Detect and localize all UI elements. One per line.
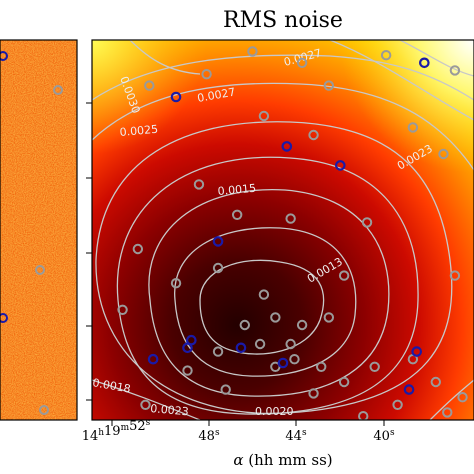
x-axis-label: α (hh mm ss) — [233, 451, 332, 469]
grey-source-marker — [338, 376, 350, 388]
blue-source-marker — [419, 57, 430, 69]
grey-source-marker — [254, 338, 266, 350]
main-panel-frame — [91, 39, 474, 421]
blue-source-marker — [411, 346, 422, 357]
blue-source-marker — [277, 357, 289, 369]
grey-source-marker — [239, 319, 251, 331]
blue-source-marker — [212, 236, 224, 247]
y-ticks — [86, 102, 92, 401]
grey-source-marker — [212, 262, 224, 274]
grey-source-marker — [247, 46, 258, 57]
grey-source-marker — [369, 361, 380, 372]
blue-source-marker — [235, 342, 247, 354]
grey-source-marker — [296, 57, 308, 68]
grey-source-marker — [144, 80, 155, 91]
grey-source-marker — [258, 110, 270, 122]
x-ticks — [111, 420, 385, 426]
grey-source-marker — [449, 270, 461, 281]
grey-source-marker — [407, 122, 419, 133]
grey-source-marker — [308, 388, 319, 399]
grey-source-marker — [220, 384, 231, 395]
left-signal-panel — [0, 40, 77, 420]
chart-title: RMS noise — [223, 8, 343, 33]
grey-source-marker — [316, 361, 327, 372]
left-source-marker — [0, 313, 8, 323]
grey-source-marker — [323, 80, 335, 91]
rms-noise-heatmap: 0.0030 0.00270.00270.00250.00230.00150.00… — [91, 40, 474, 420]
grey-source-marker — [338, 270, 350, 281]
contour-label: 0.0025 — [119, 123, 158, 139]
grey-source-marker — [308, 129, 319, 141]
grey-source-marker — [449, 65, 461, 76]
blue-source-marker — [170, 91, 182, 103]
contour-lines — [92, 40, 474, 420]
grey-source-marker — [132, 243, 144, 255]
grey-source-marker — [296, 319, 308, 331]
contour-label: 0.0015 — [217, 182, 256, 198]
grey-source-marker — [201, 69, 212, 80]
grey-sources — [117, 46, 468, 420]
grey-source-marker — [442, 407, 453, 418]
grey-source-marker — [170, 278, 182, 289]
blue-source-marker — [403, 384, 415, 395]
grey-source-marker — [323, 312, 335, 323]
left-source-marker — [53, 85, 63, 95]
grey-source-marker — [117, 304, 128, 315]
x-tick-label: 40s — [373, 428, 395, 444]
blue-source-marker — [334, 160, 346, 171]
grey-source-marker — [193, 179, 205, 190]
contour-label: 0.0020 — [255, 405, 294, 418]
x-tick-label: 14h19m52s — [82, 418, 151, 444]
grey-source-marker — [430, 376, 441, 388]
grey-source-marker — [140, 399, 151, 410]
grey-source-marker — [212, 346, 224, 357]
grey-source-marker — [358, 411, 369, 420]
grey-source-marker — [182, 365, 193, 376]
grey-source-marker — [438, 148, 449, 160]
left-source-marker — [39, 405, 49, 415]
blue-source-marker — [147, 353, 159, 365]
contour-label: 0.0018 — [91, 376, 131, 395]
blue-sources — [147, 57, 430, 395]
grey-source-marker — [361, 217, 373, 228]
grey-source-marker — [380, 50, 392, 61]
grey-source-marker — [231, 209, 243, 221]
grey-source-marker — [258, 289, 270, 300]
grey-source-marker — [285, 213, 296, 224]
blue-source-marker — [182, 342, 193, 354]
left-source-marker — [0, 51, 8, 61]
grey-source-marker — [285, 338, 296, 350]
x-tick-label: 48s — [198, 428, 220, 444]
left-panel-frame — [0, 39, 78, 421]
blue-source-marker — [281, 141, 293, 152]
left-source-marker — [35, 265, 45, 275]
grey-source-marker — [289, 354, 300, 365]
grey-source-marker — [457, 392, 468, 403]
grey-source-marker — [270, 312, 281, 323]
x-tick-label: 44s — [285, 428, 307, 444]
grey-source-marker — [392, 399, 403, 410]
contour-label: 0.0023 — [150, 402, 189, 418]
